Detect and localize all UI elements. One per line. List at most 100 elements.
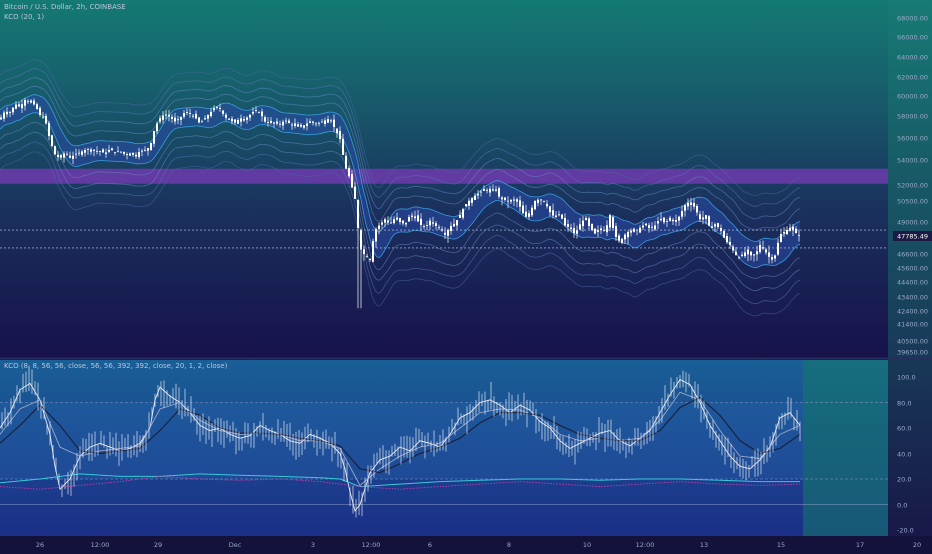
candle-body [96, 150, 98, 152]
candle-body [699, 214, 701, 220]
candle-body [390, 222, 392, 224]
candle-body [117, 150, 119, 152]
candle-body [786, 229, 788, 235]
top-indicator-label: KCO (20, 1) [4, 13, 45, 21]
candle-body [453, 223, 455, 227]
keltner-band-line [0, 141, 801, 305]
candle-body [312, 121, 314, 123]
candle-body [555, 215, 557, 217]
candle-body [558, 214, 560, 216]
candle-body [300, 124, 302, 127]
candle-body [357, 199, 359, 228]
candle-body [3, 112, 5, 119]
candle-body [522, 205, 524, 214]
candle-body [783, 231, 785, 234]
price-tick-label: 39650.00 [897, 349, 928, 357]
candle-body [141, 150, 143, 152]
time-tick-label: 13 [700, 541, 708, 549]
candle-body [375, 228, 377, 242]
candle-body [438, 227, 440, 229]
candle-body [36, 104, 38, 109]
candle-body [420, 218, 422, 225]
candle-body [528, 213, 530, 217]
candle-body [309, 121, 311, 123]
price-tick-label: 49000.00 [897, 219, 928, 227]
candle-body [345, 155, 347, 169]
candle-body [516, 199, 518, 202]
candle-body [600, 228, 602, 231]
candle-body [129, 153, 131, 156]
candle-body [78, 152, 80, 154]
candle-body [546, 203, 548, 207]
candle-body [687, 202, 689, 207]
candle-body [387, 220, 389, 223]
candle-body [429, 220, 431, 226]
candle-body [45, 115, 47, 124]
candle-body [603, 230, 605, 232]
candle-body [651, 226, 653, 228]
candle-body [393, 219, 395, 224]
candle-body [93, 149, 95, 151]
time-tick-label: 17 [856, 541, 864, 549]
candle-body [33, 100, 35, 105]
candle-body [579, 224, 581, 230]
candle-body [492, 189, 494, 191]
candle-body [63, 153, 65, 158]
candle-body [234, 119, 236, 123]
price-tick-label: 52000.00 [897, 182, 928, 190]
candle-body [144, 149, 146, 151]
candle-body [378, 225, 380, 230]
candle-body [561, 214, 563, 219]
candle-body [195, 113, 197, 119]
candle-body [471, 198, 473, 203]
time-tick-label: 6 [428, 541, 432, 549]
price-tick-label: 46600.00 [897, 251, 928, 259]
candle-body [51, 135, 53, 146]
price-tick-label: 41400.00 [897, 321, 928, 329]
osc-tick-label: -20.0 [897, 527, 914, 535]
candle-body [588, 218, 590, 226]
candle-body [147, 148, 149, 151]
candle-body [108, 149, 110, 152]
candle-body [324, 120, 326, 124]
price-tick-label: 45600.00 [897, 265, 928, 273]
candle-body [303, 125, 305, 128]
candle-body [435, 223, 437, 226]
candle-body [285, 120, 287, 122]
time-tick-label: 12:00 [636, 541, 655, 549]
candle-body [156, 123, 158, 132]
last-price-tag [893, 231, 932, 241]
candle-body [24, 100, 26, 106]
price-tick-label: 44400.00 [897, 279, 928, 287]
candle-body [498, 188, 500, 197]
candle-body [534, 201, 536, 210]
price-tick-label: 66000.00 [897, 34, 928, 42]
candle-body [75, 153, 77, 155]
price-tick-label: 50500.00 [897, 198, 928, 206]
candle-body [90, 149, 92, 152]
candle-body [552, 210, 554, 216]
candle-body [630, 230, 632, 233]
candle-body [483, 189, 485, 191]
oscillator-series-line [0, 473, 800, 488]
candle-body [48, 123, 50, 137]
candle-body [99, 151, 101, 152]
candle-body [267, 122, 269, 123]
keltner-core-fill [0, 94, 800, 268]
candle-body [717, 223, 719, 228]
candle-body [408, 216, 410, 222]
candle-body [513, 199, 515, 201]
candle-body [186, 112, 188, 113]
time-tick-label: 12:00 [362, 541, 381, 549]
candle-body [759, 244, 761, 253]
candle-body [138, 152, 140, 157]
time-tick-label: Dec [229, 541, 242, 549]
candle-body [69, 155, 71, 158]
candle-body [450, 225, 452, 232]
candle-body [225, 114, 227, 118]
candle-body [672, 219, 674, 222]
candle-body [597, 230, 599, 232]
candle-body [39, 107, 41, 115]
candle-body [765, 249, 767, 253]
